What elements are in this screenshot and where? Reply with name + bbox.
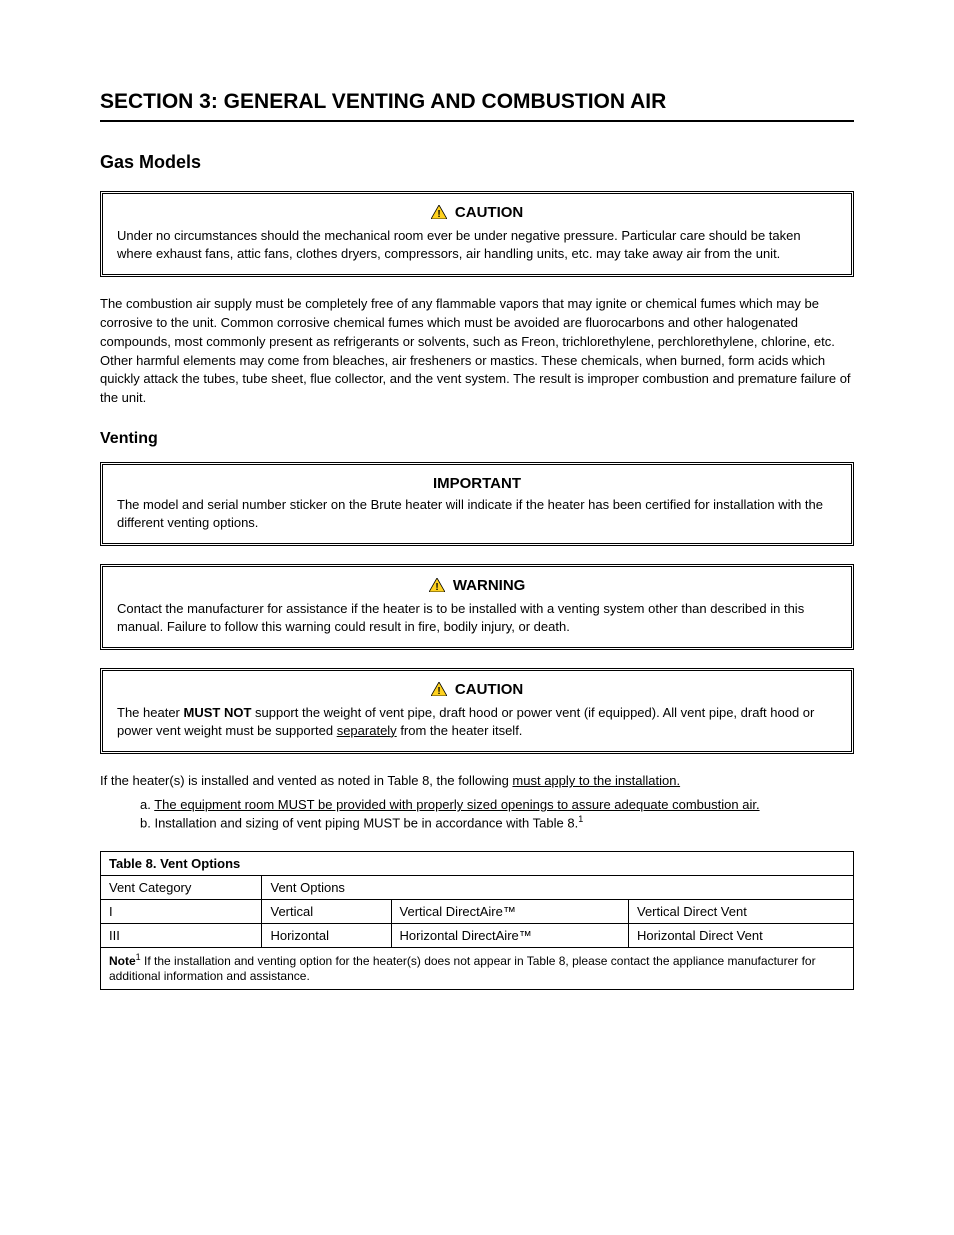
lead-note-underline: must apply to the installation.: [512, 773, 680, 788]
caution2-end: from the heater itself.: [400, 723, 522, 738]
cell: Horizontal DirectAire™: [391, 923, 628, 947]
page-title: SECTION 3: GENERAL VENTING AND COMBUSTIO…: [100, 90, 854, 122]
table-row: I Vertical Vertical DirectAire™ Vertical…: [101, 899, 854, 923]
note-a-label: a.: [140, 797, 151, 812]
caution-box-vent-weight: ! CAUTION The heater MUST NOT support th…: [100, 668, 854, 754]
table-title-rest: Vent Options: [160, 856, 240, 871]
cell: Vertical: [262, 899, 391, 923]
warning-icon: !: [431, 205, 447, 223]
warning-label: WARNING: [453, 577, 526, 594]
combustion-air-paragraph: The combustion air supply must be comple…: [100, 295, 854, 408]
table-note-cell: Note1 If the installation and venting op…: [101, 947, 854, 989]
important-header: IMPORTANT: [117, 475, 837, 492]
caution2-prefix: The heater: [117, 705, 180, 720]
venting-heading: Venting: [100, 430, 854, 448]
caution-header: ! CAUTION: [117, 204, 837, 223]
note-b-refnum: 1: [578, 814, 583, 824]
col-category: Vent Category: [101, 875, 262, 899]
cell: Horizontal Direct Vent: [628, 923, 853, 947]
lead-note-prefix: If the heater(s) is installed and vented…: [100, 773, 509, 788]
note-b-text: Installation and sizing of vent piping M…: [154, 816, 578, 831]
gas-heading: Gas Models: [100, 152, 854, 173]
table-header-row: Vent Category Vent Options: [101, 875, 854, 899]
table-note-prefix: Note: [109, 954, 136, 968]
table-note-refnum: 1: [136, 952, 141, 962]
caution-label: CAUTION: [455, 204, 523, 221]
svg-text:!: !: [437, 209, 440, 219]
vent-options-table: Table 8. Vent Options Vent Category Vent…: [100, 851, 854, 990]
caution2-underline: separately: [337, 723, 397, 738]
caution-header-2: ! CAUTION: [117, 681, 837, 700]
svg-text:!: !: [435, 582, 438, 592]
caution-label-2: CAUTION: [455, 681, 523, 698]
cell: Vertical DirectAire™: [391, 899, 628, 923]
note-a: a. The equipment room MUST be provided w…: [140, 797, 854, 812]
table-row: III Horizontal Horizontal DirectAire™ Ho…: [101, 923, 854, 947]
table-note-row: Note1 If the installation and venting op…: [101, 947, 854, 989]
cell-cat-III: III: [101, 923, 262, 947]
warning-box: ! WARNING Contact the manufacturer for a…: [100, 564, 854, 650]
caution2-mustnot: MUST NOT: [184, 705, 252, 720]
cell: Horizontal: [262, 923, 391, 947]
important-body: The model and serial number sticker on t…: [117, 496, 837, 531]
note-b: b. Installation and sizing of vent pipin…: [140, 814, 854, 830]
important-box: IMPORTANT The model and serial number st…: [100, 462, 854, 546]
cell: Vertical Direct Vent: [628, 899, 853, 923]
table-note-body: If the installation and venting option f…: [109, 954, 816, 984]
table-title-prefix: Table 8.: [109, 856, 156, 871]
caution-body: Under no circumstances should the mechan…: [117, 227, 837, 262]
note-b-label: b.: [140, 816, 151, 831]
table-title-row: Table 8. Vent Options: [101, 851, 854, 875]
col-options: Vent Options: [262, 875, 854, 899]
cell-cat-I: I: [101, 899, 262, 923]
caution-box-pressure: ! CAUTION Under no circumstances should …: [100, 191, 854, 277]
warning-body: Contact the manufacturer for assistance …: [117, 600, 837, 635]
warning-icon: !: [431, 682, 447, 700]
svg-text:!: !: [437, 686, 440, 696]
note-a-text: The equipment room MUST be provided with…: [154, 797, 759, 812]
warning-header: ! WARNING: [117, 577, 837, 596]
table-title-cell: Table 8. Vent Options: [101, 851, 854, 875]
lead-note: If the heater(s) is installed and vented…: [100, 772, 854, 791]
caution-body-2: The heater MUST NOT support the weight o…: [117, 704, 837, 739]
warning-icon: !: [429, 578, 445, 596]
